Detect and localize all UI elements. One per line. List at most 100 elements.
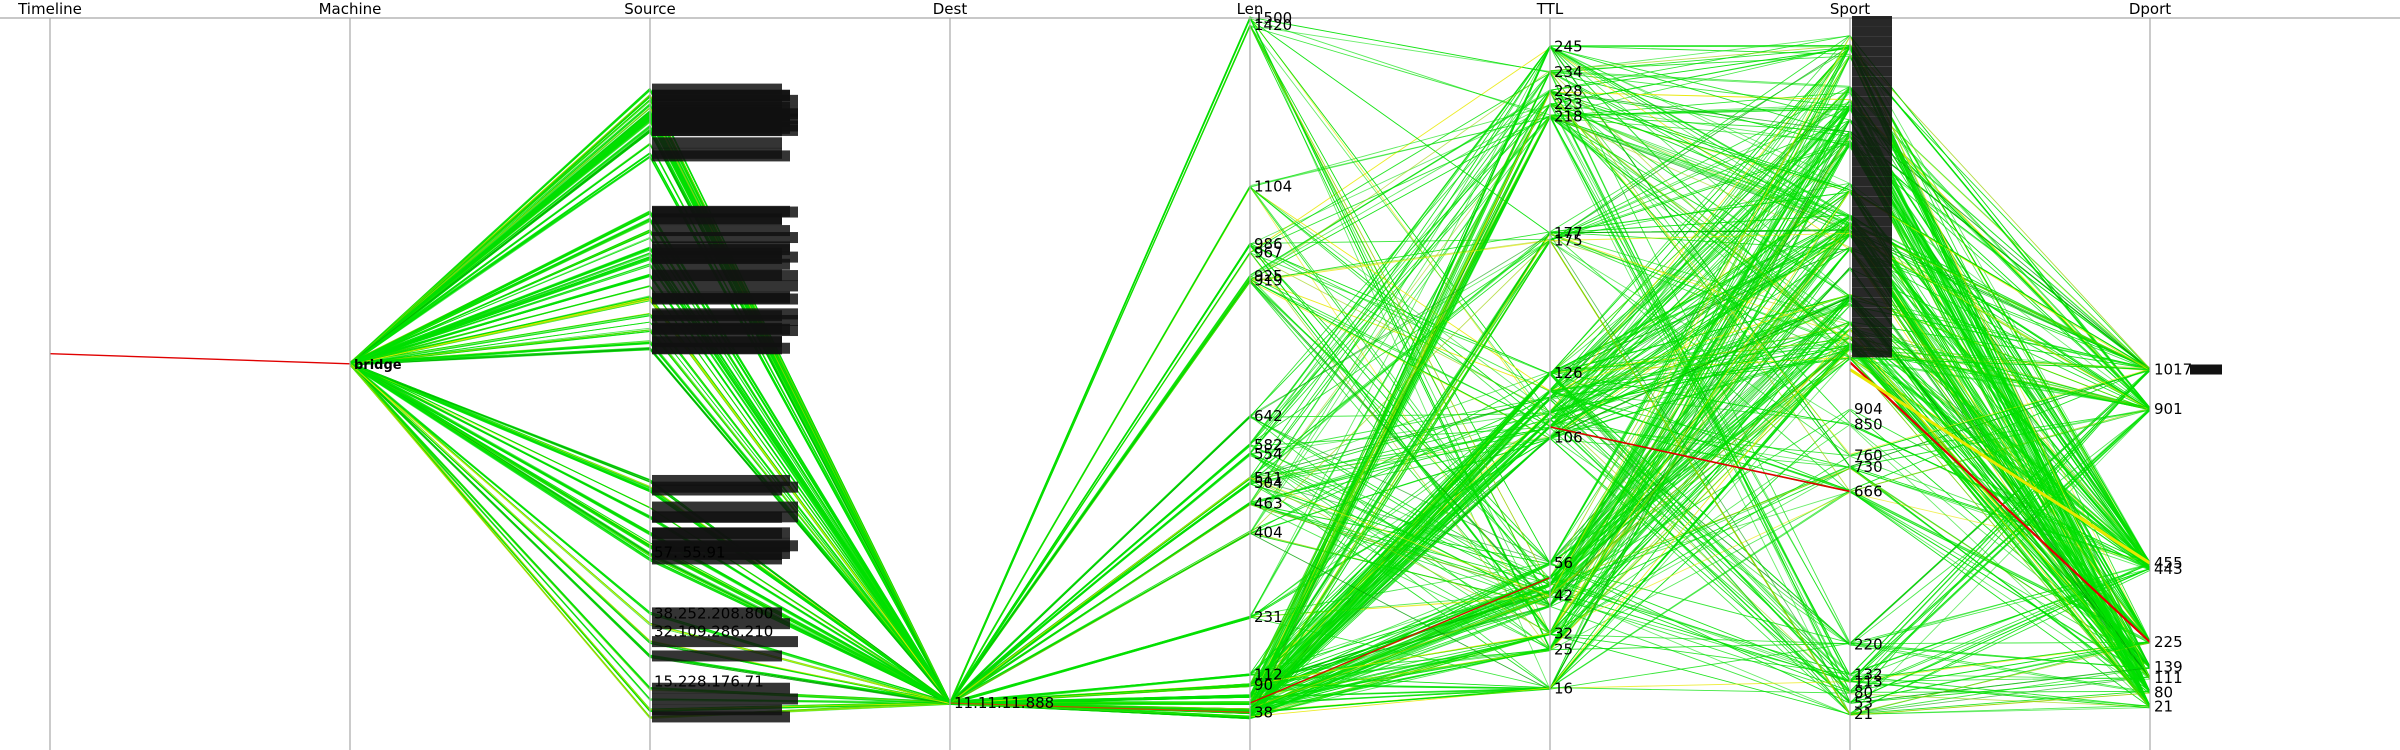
ttl-tick-label: 126: [1554, 364, 1583, 382]
source-label-block: [652, 336, 782, 348]
source-tick-label: 57. 55.91: [654, 543, 726, 561]
sport-tick-label: 850: [1854, 416, 1883, 434]
sport-label-block: [1852, 307, 1892, 318]
sport-tick-label: 220: [1854, 635, 1883, 653]
len-tick-label: 231: [1254, 608, 1283, 626]
dport-tick-label: 139: [2154, 658, 2183, 676]
timeline-trace: [49, 353, 351, 365]
ttl-tick-label: 218: [1554, 107, 1583, 125]
sport-label-block: [1852, 257, 1892, 268]
sport-label-block: [1852, 337, 1892, 348]
sport-label-block: [1852, 216, 1892, 227]
highlight-polyline: [1849, 361, 2151, 643]
len-tick-label: 919: [1254, 272, 1283, 290]
source-label-block: [652, 150, 790, 162]
sport-label-block: [1852, 126, 1892, 137]
dport-tick-label: 21: [2154, 698, 2173, 716]
sport-label-block: [1852, 267, 1892, 278]
source-tick-label: 15.228.176.71: [654, 673, 764, 691]
labels-layer: Timeline Machine Source Dest Len TTL Sport Dpor…: [17, 0, 2222, 723]
source-label-block: [652, 205, 790, 217]
sport-label-block: [1852, 327, 1892, 338]
source-label-block: [652, 693, 798, 705]
axis-timeline-title: Timeline: [17, 0, 82, 18]
sport-label-block: [1852, 347, 1892, 358]
source-label-block: [652, 527, 782, 539]
ttl-tick-label: 228: [1554, 82, 1583, 100]
len-tick-label: 38: [1254, 703, 1273, 721]
sport-tick-label: 132: [1854, 665, 1883, 683]
source-label-block: [652, 343, 782, 355]
dest-label: 11.11.11.888: [954, 694, 1054, 712]
source-label-block: [652, 213, 782, 225]
machine-label: bridge: [354, 358, 402, 373]
dport-tick-label: 80: [2154, 683, 2173, 701]
sport-label-block: [1852, 56, 1892, 67]
sport-label-block: [1852, 246, 1892, 257]
source-label-block: [652, 89, 790, 101]
len-tick-label: 112: [1254, 665, 1283, 683]
len-tick-label: 986: [1254, 235, 1283, 253]
sport-tick-label: 80: [1854, 683, 1873, 701]
sport-label-block: [1852, 96, 1892, 107]
len-tick-label: 554: [1254, 445, 1283, 463]
sport-label-block: [1852, 106, 1892, 117]
sport-tick-label: 113: [1854, 673, 1883, 691]
source-label-block: [652, 109, 790, 121]
len-tick-label: 504: [1254, 474, 1283, 492]
sport-label-block: [1852, 317, 1892, 328]
ttl-tick-label: 245: [1554, 38, 1583, 56]
source-label-block: [652, 291, 790, 303]
dport-tick-label: 901: [2154, 400, 2183, 418]
ttl-tick-label: 25: [1554, 640, 1573, 658]
source-label-block: [652, 232, 798, 244]
source-label-block: [652, 481, 798, 493]
source-label-block: [652, 607, 782, 619]
len-tick-label: 1104: [1254, 178, 1292, 196]
axis-len-title: Len: [1237, 0, 1264, 18]
source-label-block: [652, 251, 798, 263]
sport-label-block: [1852, 236, 1892, 247]
ttl-tick-label: 177: [1554, 224, 1583, 242]
sport-tick-label: 53: [1854, 694, 1873, 712]
source-label-block: [652, 244, 790, 256]
sport-label-block: [1852, 46, 1892, 57]
sport-label-block: [1852, 146, 1892, 157]
source-label-block: [652, 83, 782, 95]
sport-label-block: [1852, 166, 1892, 177]
ttl-tick-label: 234: [1554, 63, 1583, 81]
source-label-block: [652, 322, 782, 334]
len-tick-label: 925: [1254, 267, 1283, 285]
axis-sport-title: Sport: [1830, 0, 1870, 18]
source-label-block: [652, 511, 782, 523]
dport-tick-label: 1017: [2154, 361, 2192, 379]
dport-label-block: [2190, 364, 2222, 375]
len-tick-label: 463: [1254, 495, 1283, 513]
dport-tick-label: 225: [2154, 633, 2183, 651]
sport-label-block: [1852, 196, 1892, 207]
source-label-block: [652, 618, 790, 630]
sport-tick-label: 760: [1854, 447, 1883, 465]
highlight-polyline: [1249, 576, 1551, 704]
sport-label-block: [1852, 277, 1892, 288]
sport-label-block: [1852, 136, 1892, 147]
len-tick-label: 1420: [1254, 16, 1292, 34]
sport-tick-label: 666: [1854, 482, 1883, 500]
len-tick-label: 642: [1254, 407, 1283, 425]
highlight-polyline: [1549, 426, 1851, 493]
len-tick-label: 582: [1254, 436, 1283, 454]
sport-tick-label: 730: [1854, 458, 1883, 476]
source-tick-label: 38.252.208.800: [654, 604, 773, 622]
sport-label-block: [1852, 287, 1892, 298]
sport-label-block: [1852, 226, 1892, 237]
ttl-tick-label: 106: [1554, 429, 1583, 447]
source-label-block: [652, 474, 790, 486]
axis-dest-title: Dest: [933, 0, 968, 18]
sport-label-block: [1852, 36, 1892, 47]
source-label-block: [652, 258, 790, 270]
source-label-block: [652, 270, 798, 282]
sport-label-block: [1852, 116, 1892, 127]
sport-label-block: [1852, 176, 1892, 187]
sport-label-block: [1852, 16, 1892, 26]
